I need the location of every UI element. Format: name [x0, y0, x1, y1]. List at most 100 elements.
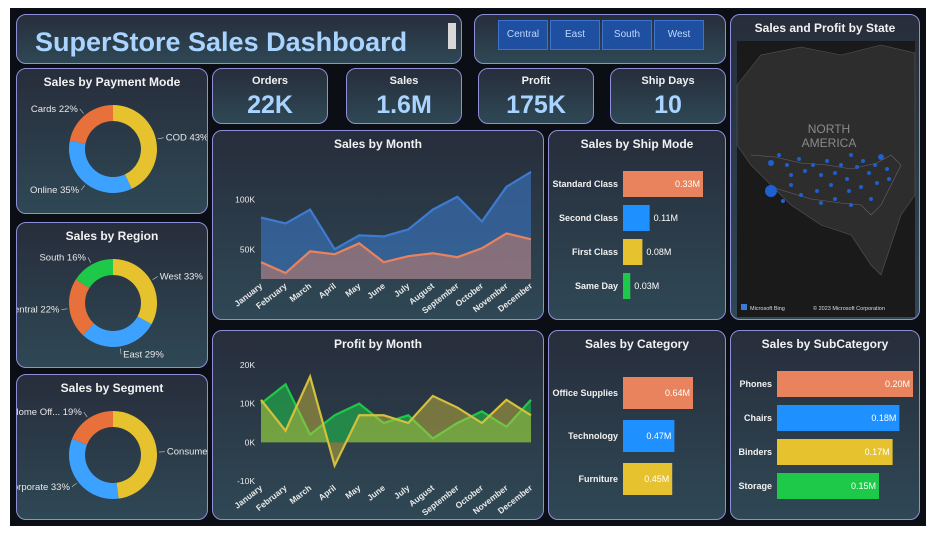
kpi-profit-card: Profit 175K: [478, 68, 594, 124]
ship-mode-bar-chart[interactable]: Standard Class 0.33M Second Class 0.11M Firs…: [549, 131, 726, 320]
kpi-value: 1.6M: [376, 91, 432, 119]
state-dot[interactable]: [829, 183, 833, 187]
y-tick-label: 100K: [235, 195, 255, 205]
category-bar-chart[interactable]: Office Supplies 0.64M Technology 0.47M Furni…: [549, 331, 726, 520]
state-dot[interactable]: [873, 163, 877, 167]
donut-slice[interactable]: [68, 438, 119, 499]
y-tick-label: -10K: [237, 476, 255, 486]
state-dot[interactable]: [799, 193, 803, 197]
slice-label: Cards 22%: [31, 104, 79, 115]
state-dot[interactable]: [878, 154, 884, 160]
bar[interactable]: [623, 171, 703, 197]
donut-slice[interactable]: [69, 140, 132, 193]
bar[interactable]: [777, 473, 879, 499]
area-fill: [261, 233, 531, 279]
state-dot[interactable]: [875, 181, 879, 185]
x-tick-label: March: [287, 483, 313, 506]
state-dot[interactable]: [855, 165, 859, 169]
x-tick-label: April: [316, 281, 337, 301]
state-dot[interactable]: [861, 159, 865, 163]
bar[interactable]: [777, 371, 913, 397]
donut-slice[interactable]: [69, 279, 94, 336]
bar[interactable]: [623, 377, 693, 409]
bar[interactable]: [777, 405, 900, 431]
state-dot[interactable]: [819, 173, 823, 177]
bar-category-label: Same Day: [575, 281, 618, 291]
state-dot[interactable]: [833, 197, 837, 201]
bar-category-label: Storage: [738, 481, 772, 491]
bar[interactable]: [623, 273, 631, 299]
state-dot[interactable]: [815, 189, 819, 193]
state-dot[interactable]: [867, 171, 871, 175]
subcategory-bar-chart[interactable]: Phones 0.20M Chairs 0.18M Binders 0.17M Storag…: [731, 331, 920, 520]
state-dot[interactable]: [789, 183, 793, 187]
leader-line: [87, 257, 92, 263]
state-dot[interactable]: [847, 189, 851, 193]
bing-logo-icon: [741, 304, 747, 310]
state-dot[interactable]: [845, 177, 849, 181]
state-dot[interactable]: [849, 203, 853, 207]
donut-slice[interactable]: [75, 259, 113, 288]
us-map[interactable]: NORTH AMERICA Microsoft Bing © 2023 Micr…: [731, 15, 920, 320]
slicer-west-button[interactable]: West: [654, 20, 704, 50]
dashboard-canvas: SuperStore Sales Dashboard Central East …: [10, 8, 926, 526]
state-dot[interactable]: [785, 163, 789, 167]
bar[interactable]: [623, 463, 673, 495]
kpi-value: 10: [654, 91, 682, 119]
bar[interactable]: [623, 205, 650, 231]
state-dot[interactable]: [781, 199, 785, 203]
bar-category-label: Chairs: [744, 413, 772, 423]
leader-line: [83, 411, 88, 418]
payment-mode-donut[interactable]: COD 43% Online 35% Cards 22%: [17, 69, 208, 214]
bar-value-label: 0.47M: [646, 431, 671, 441]
bar-value-label: 0.11M: [654, 213, 678, 223]
bar[interactable]: [623, 420, 675, 452]
state-dot[interactable]: [777, 153, 781, 157]
slicer-south-button[interactable]: South: [602, 20, 652, 50]
state-dot[interactable]: [869, 197, 873, 201]
kpi-value: 22K: [247, 91, 293, 119]
state-dot[interactable]: [839, 163, 843, 167]
state-dot[interactable]: [803, 169, 807, 173]
state-dot[interactable]: [765, 185, 777, 197]
donut-slice[interactable]: [113, 411, 158, 499]
bar-value-label: 0.45M: [644, 474, 669, 484]
slicer-central-button[interactable]: Central: [498, 20, 548, 50]
segment-donut[interactable]: Consumer 48% Corporate 33% Home Off... 19%: [17, 375, 208, 520]
area-fill: [261, 171, 531, 279]
donut-slice[interactable]: [82, 316, 152, 347]
slicer-east-button[interactable]: East: [550, 20, 600, 50]
bar-category-label: Standard Class: [552, 179, 618, 189]
title-panel: SuperStore Sales Dashboard: [16, 14, 462, 64]
leader-line: [152, 276, 158, 280]
region-slicer: Central East South West: [474, 14, 726, 64]
leader-line: [80, 185, 86, 191]
state-dot[interactable]: [811, 163, 815, 167]
state-dot[interactable]: [885, 167, 889, 171]
state-dot[interactable]: [797, 157, 801, 161]
state-dot[interactable]: [887, 177, 891, 181]
state-dot[interactable]: [859, 185, 863, 189]
state-dot[interactable]: [819, 201, 823, 205]
region-donut[interactable]: West 33% East 29% Central 22% South 16%: [17, 223, 208, 368]
bar-category-label: Second Class: [559, 213, 618, 223]
bar-value-label: 0.33M: [675, 179, 700, 189]
series-line[interactable]: [260, 232, 532, 275]
state-dot[interactable]: [825, 159, 829, 163]
state-dot[interactable]: [768, 160, 774, 166]
series-line[interactable]: [260, 170, 532, 251]
donut-slice[interactable]: [72, 411, 113, 445]
state-dot[interactable]: [833, 171, 837, 175]
bar[interactable]: [623, 239, 643, 265]
x-tick-label: May: [343, 281, 362, 299]
bar-category-label: First Class: [572, 247, 618, 257]
bar[interactable]: [777, 439, 893, 465]
donut-slice[interactable]: [69, 105, 113, 144]
donut-slice[interactable]: [113, 259, 157, 325]
series-line[interactable]: [260, 373, 532, 469]
donut-slice[interactable]: [113, 105, 158, 189]
state-dot[interactable]: [849, 153, 853, 157]
state-dot[interactable]: [789, 173, 793, 177]
